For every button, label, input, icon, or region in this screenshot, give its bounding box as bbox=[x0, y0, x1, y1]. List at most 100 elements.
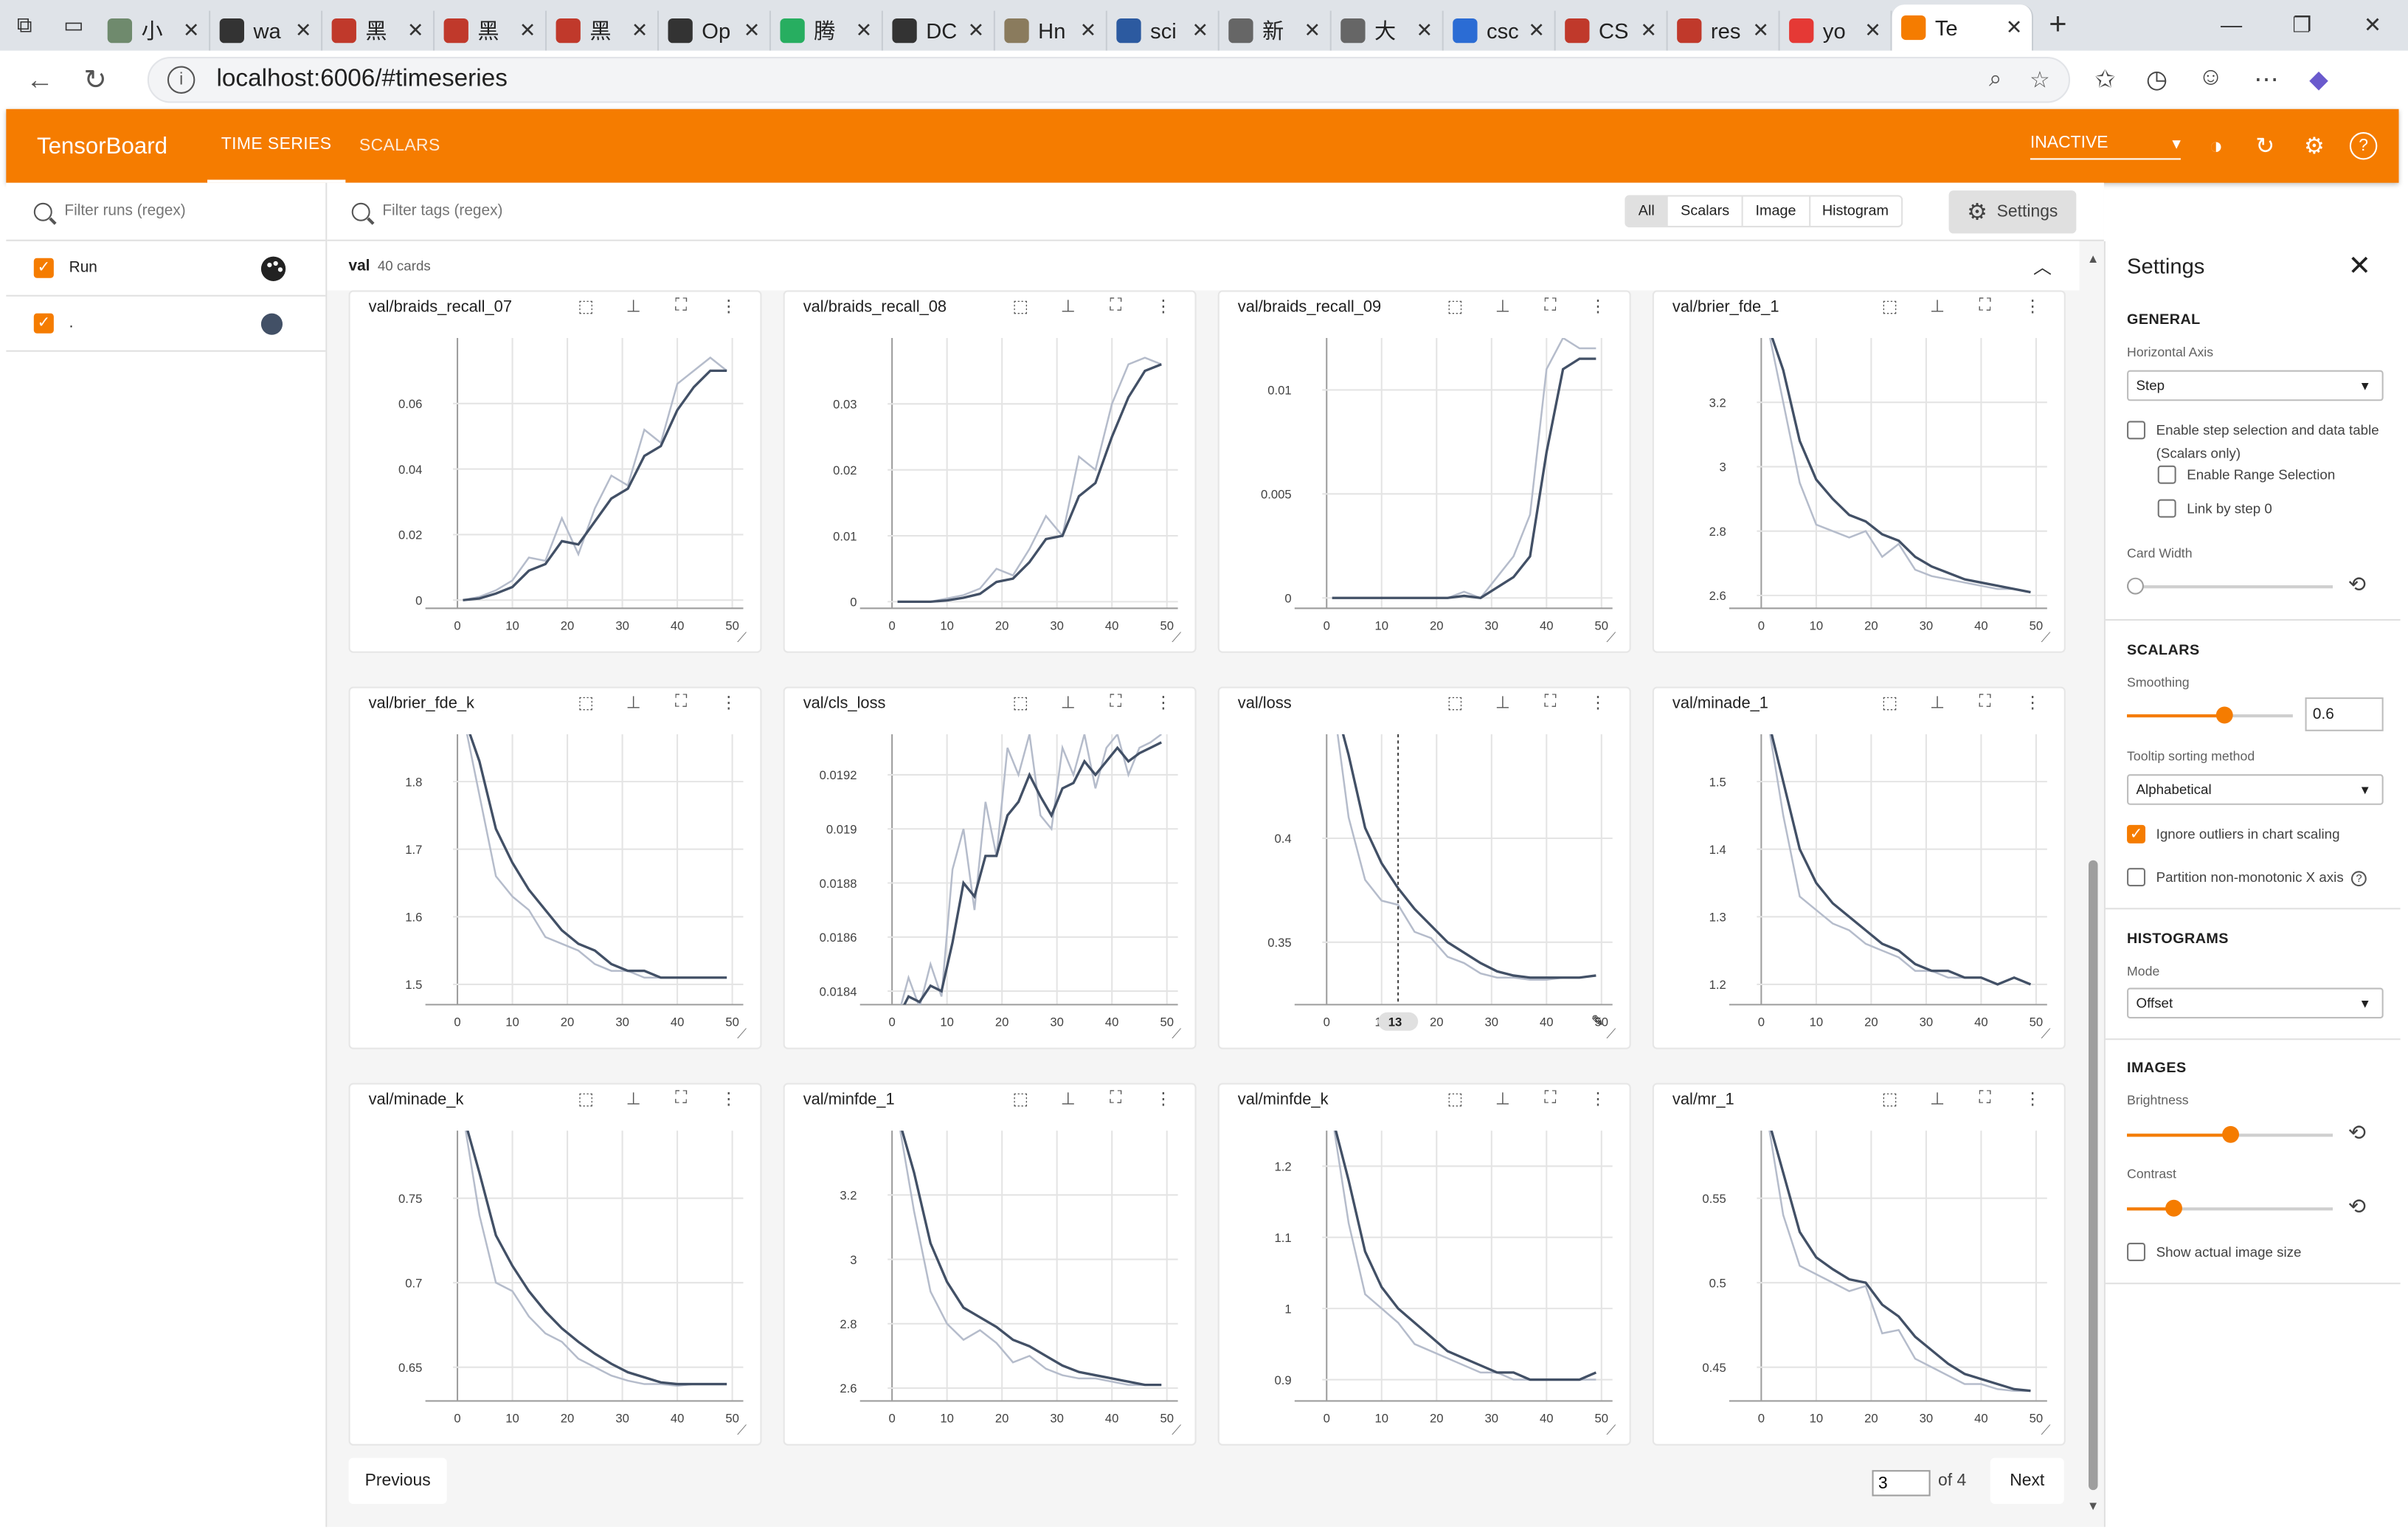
fullscreen-icon[interactable]: ⛶ bbox=[1979, 296, 1991, 315]
palette-icon[interactable] bbox=[260, 255, 286, 280]
brightness-reset-icon[interactable]: ⟲ bbox=[2348, 1119, 2367, 1145]
fullscreen-icon[interactable]: ⛶ bbox=[1979, 692, 1991, 711]
fullscreen-icon[interactable]: ⛶ bbox=[675, 1088, 688, 1108]
show-actual-image-size[interactable]: Show actual image size bbox=[2127, 1241, 2301, 1264]
close-tab-icon[interactable]: ✕ bbox=[519, 18, 536, 42]
actual-size-checkbox[interactable] bbox=[2127, 1243, 2146, 1262]
ignore-outliers[interactable]: ✓ Ignore outliers in chart scaling bbox=[2127, 824, 2339, 846]
fit-domain-icon[interactable]: ⬚ bbox=[1447, 1090, 1464, 1109]
fullscreen-icon[interactable]: ⛶ bbox=[1110, 1088, 1122, 1108]
line-chart[interactable]: 0 10 20 30 40 50 0.0184 0.0186 0.0188 0.019 0.0192… bbox=[785, 722, 1198, 1047]
site-info-icon[interactable]: i bbox=[167, 66, 196, 94]
fit-domain-icon[interactable]: ⬚ bbox=[1012, 1090, 1029, 1109]
help-icon[interactable]: ? bbox=[2349, 132, 2378, 160]
pin-icon[interactable]: ⊥ bbox=[626, 297, 641, 317]
contrast-slider[interactable] bbox=[2127, 1198, 2333, 1220]
fit-domain-icon[interactable]: ⬚ bbox=[578, 1090, 594, 1109]
card-width-reset-icon[interactable]: ⟲ bbox=[2348, 571, 2367, 596]
line-chart[interactable]: 0 10 20 30 40 50 2.6 2.8 3 3.2 ⟋ bbox=[1654, 325, 2067, 651]
resize-handle-icon[interactable]: ⟋ bbox=[737, 629, 747, 645]
run-checkbox[interactable]: ✓ bbox=[33, 313, 54, 334]
line-chart[interactable]: 0 10 20 30 40 50 0 0.02 0.04 0.06 ⟋ bbox=[350, 325, 764, 651]
pin-icon[interactable]: ⊥ bbox=[1495, 297, 1510, 317]
pin-icon[interactable]: ⊥ bbox=[1060, 1090, 1076, 1109]
resize-handle-icon[interactable]: ⟋ bbox=[737, 1026, 747, 1041]
browser-tab[interactable]: 大 ✕ bbox=[1332, 10, 1444, 51]
chevron-up-icon[interactable]: ︿ bbox=[2033, 255, 2052, 277]
close-tab-icon[interactable]: ✕ bbox=[2005, 15, 2023, 39]
restore-icon[interactable]: ❐ bbox=[2292, 12, 2312, 37]
resize-handle-icon[interactable]: ⟋ bbox=[1172, 1422, 1182, 1438]
pin-icon[interactable]: ⊥ bbox=[1060, 297, 1076, 317]
more-vert-icon[interactable]: ⋮ bbox=[1155, 297, 1172, 317]
close-tab-icon[interactable]: ✕ bbox=[1528, 18, 1546, 42]
step-selection-checkbox[interactable] bbox=[2127, 421, 2146, 440]
filter-tags-input[interactable]: Filter tags (regex) bbox=[382, 202, 503, 220]
fit-domain-icon[interactable]: ⬚ bbox=[1881, 694, 1898, 713]
close-tab-icon[interactable]: ✕ bbox=[1752, 18, 1770, 42]
pin-icon[interactable]: ⊥ bbox=[626, 1090, 641, 1109]
favorites-icon[interactable]: ✩ bbox=[2094, 67, 2116, 94]
favorite-star-icon[interactable]: ☆ bbox=[2029, 67, 2050, 94]
pen-icon[interactable]: ✎ bbox=[1591, 1013, 1604, 1030]
resize-handle-icon[interactable]: ⟋ bbox=[2041, 1026, 2051, 1041]
fullscreen-icon[interactable]: ⛶ bbox=[1979, 1088, 1991, 1108]
tab-scalars[interactable]: SCALARS bbox=[359, 137, 440, 156]
close-tab-icon[interactable]: ✕ bbox=[1304, 18, 1321, 42]
ignore-outliers-checkbox[interactable]: ✓ bbox=[2127, 824, 2146, 843]
settings-gear-icon[interactable]: ⚙ bbox=[2303, 134, 2325, 160]
resize-handle-icon[interactable]: ⟋ bbox=[1172, 629, 1182, 645]
more-vert-icon[interactable]: ⋮ bbox=[1155, 694, 1172, 713]
resize-handle-icon[interactable]: ⟋ bbox=[1606, 629, 1616, 645]
browser-tab[interactable]: res ✕ bbox=[1668, 10, 1780, 51]
close-tab-icon[interactable]: ✕ bbox=[1864, 18, 1881, 42]
more-icon[interactable]: ⋯ bbox=[2254, 67, 2279, 94]
close-tab-icon[interactable]: ✕ bbox=[1640, 18, 1658, 42]
browser-tab[interactable]: Op ✕ bbox=[659, 10, 771, 51]
browser-tab[interactable]: 黑 ✕ bbox=[322, 10, 435, 51]
fit-domain-icon[interactable]: ⬚ bbox=[1447, 694, 1464, 713]
pin-icon[interactable]: ⊥ bbox=[1929, 1090, 1945, 1109]
resize-handle-icon[interactable]: ⟋ bbox=[1172, 1026, 1182, 1041]
fit-domain-icon[interactable]: ⬚ bbox=[578, 694, 594, 713]
close-tab-icon[interactable]: ✕ bbox=[967, 18, 985, 42]
browser-tab[interactable]: sci ✕ bbox=[1107, 10, 1219, 51]
pin-icon[interactable]: ⊥ bbox=[1495, 1090, 1510, 1109]
zoom-icon[interactable]: ⌕ bbox=[1989, 66, 2002, 92]
fit-domain-icon[interactable]: ⬚ bbox=[1881, 297, 1898, 317]
browser-tab[interactable]: Te ✕ bbox=[1892, 4, 2034, 51]
filter-scalars[interactable]: Scalars bbox=[1668, 196, 1743, 226]
contrast-knob[interactable] bbox=[2165, 1199, 2182, 1217]
more-vert-icon[interactable]: ⋮ bbox=[2024, 1090, 2041, 1109]
close-icon[interactable]: ✕ bbox=[2348, 250, 2372, 281]
scrollbar-thumb[interactable] bbox=[2089, 860, 2098, 1491]
tab-time-series[interactable]: TIME SERIES bbox=[207, 109, 346, 183]
browser-tab[interactable]: 新 ✕ bbox=[1219, 10, 1332, 51]
browser-tab[interactable]: 黑 ✕ bbox=[435, 10, 547, 51]
line-chart[interactable]: 0 10 20 30 40 50 1.5 1.6 1.7 1.8 ⟋ bbox=[350, 722, 764, 1047]
line-chart[interactable]: 0 10 20 30 40 50 0.9 1 1.1 1.2 ⟋ bbox=[1219, 1118, 1633, 1443]
more-vert-icon[interactable]: ⋮ bbox=[720, 1090, 738, 1109]
browser-tab[interactable]: CS ✕ bbox=[1556, 10, 1668, 51]
previous-page-button[interactable]: Previous bbox=[348, 1457, 447, 1504]
refresh-icon[interactable]: ↻ bbox=[2255, 134, 2275, 160]
line-chart[interactable]: 0 10 20 30 40 50 2.6 2.8 3 3.2 ⟋ bbox=[785, 1118, 1198, 1443]
next-page-button[interactable]: Next bbox=[1990, 1457, 2064, 1504]
partition-checkbox[interactable] bbox=[2127, 868, 2146, 887]
back-icon[interactable]: ← bbox=[26, 63, 54, 95]
histogram-mode-select[interactable]: Offset ▼ bbox=[2127, 987, 2384, 1019]
resize-handle-icon[interactable]: ⟋ bbox=[2041, 629, 2051, 645]
range-selection-checkbox[interactable] bbox=[2157, 465, 2176, 484]
pin-icon[interactable]: ⊥ bbox=[1929, 694, 1945, 713]
plugin-status-select[interactable]: INACTIVE ▾ bbox=[2030, 133, 2181, 159]
pin-icon[interactable]: ⊥ bbox=[1929, 297, 1945, 317]
help-icon[interactable]: ? bbox=[2351, 871, 2367, 887]
close-tab-icon[interactable]: ✕ bbox=[406, 18, 424, 42]
resize-handle-icon[interactable]: ⟋ bbox=[1606, 1026, 1616, 1041]
tooltip-sorting-select[interactable]: Alphabetical ▼ bbox=[2127, 774, 2384, 805]
line-chart[interactable]: 0 10 20 30 40 50 0.65 0.7 0.75 ⟋ bbox=[350, 1118, 764, 1443]
fullscreen-icon[interactable]: ⛶ bbox=[1110, 692, 1122, 711]
fit-domain-icon[interactable]: ⬚ bbox=[578, 297, 594, 317]
close-tab-icon[interactable]: ✕ bbox=[294, 18, 312, 42]
